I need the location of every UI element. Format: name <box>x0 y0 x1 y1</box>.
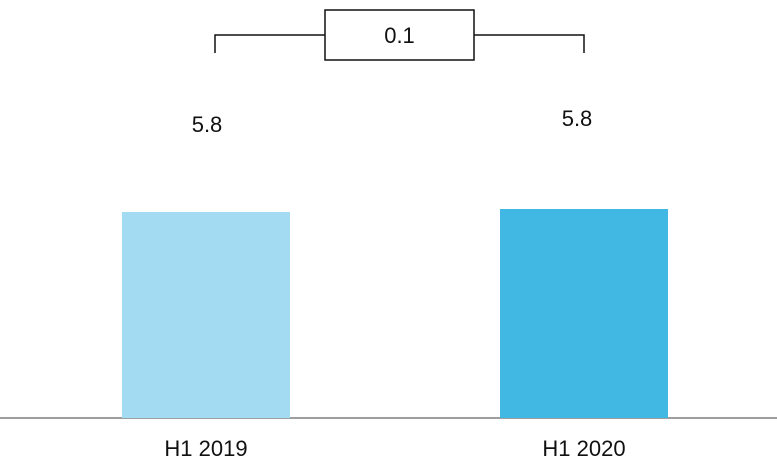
bracket-right-arm <box>474 34 585 53</box>
difference-bracket: 0.1 <box>214 9 585 61</box>
difference-label: 0.1 <box>384 23 415 48</box>
bracket-left-arm <box>214 34 325 53</box>
bar-h1-2020 <box>500 209 668 418</box>
value-label: 5.8 <box>192 112 223 137</box>
difference-box <box>324 9 475 61</box>
value-label: 5.8 <box>562 106 593 131</box>
x-tick-label: H1 2019 <box>164 436 247 461</box>
x-tick-label: H1 2020 <box>542 436 625 461</box>
bars-layer: 5.8 H1 2019 5.8 H1 2020 <box>122 106 668 461</box>
bar-h1-2019 <box>122 212 290 418</box>
